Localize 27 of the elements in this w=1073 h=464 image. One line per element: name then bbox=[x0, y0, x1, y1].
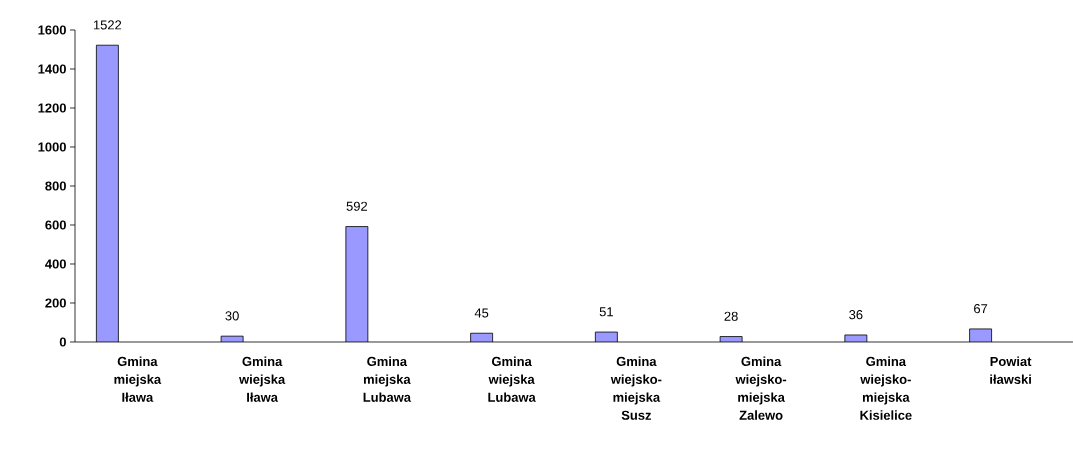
x-tick-label: Gmina wiejsko-miejska Zalewo bbox=[735, 356, 787, 420]
bar bbox=[345, 226, 368, 342]
data-label: 30 bbox=[225, 311, 239, 321]
x-tick-label: Powiat iławski bbox=[990, 356, 1032, 384]
data-label: 67 bbox=[974, 304, 988, 314]
bar bbox=[96, 45, 119, 342]
data-label: 28 bbox=[724, 311, 738, 321]
data-label: 36 bbox=[849, 310, 863, 320]
x-tick-label: Gmina miejska Lubawa bbox=[363, 356, 412, 402]
y-tick-label: 600 bbox=[45, 220, 66, 230]
y-tick-label: 0 bbox=[59, 337, 66, 347]
y-tick-label: 200 bbox=[45, 298, 66, 308]
y-tick-label: 800 bbox=[45, 181, 66, 191]
data-label: 1522 bbox=[93, 20, 122, 30]
x-tick-label: Gmina wiejska Iława bbox=[239, 356, 286, 402]
x-tick-label: Gmina wiejsko-miejska Kisielice bbox=[860, 356, 912, 420]
y-tick-label: 1400 bbox=[38, 64, 66, 74]
x-tick-label: Gmina miejska Iława bbox=[114, 356, 162, 402]
y-tick-label: 400 bbox=[45, 259, 66, 269]
x-tick-label: Gmina wiejska Lubawa bbox=[488, 356, 536, 402]
x-tick-label: Gmina wiejsko-miejska Susz bbox=[610, 356, 662, 420]
y-tick-label: 1200 bbox=[38, 103, 66, 113]
y-tick-label: 1000 bbox=[38, 142, 66, 152]
data-label: 592 bbox=[346, 201, 368, 211]
data-label: 51 bbox=[599, 307, 613, 317]
y-tick-label: 1600 bbox=[38, 25, 66, 35]
data-label: 45 bbox=[474, 308, 489, 318]
